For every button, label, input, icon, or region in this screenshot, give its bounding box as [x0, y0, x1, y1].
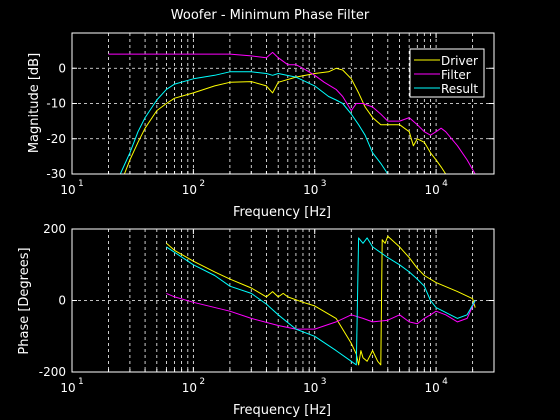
series-line-result [119, 71, 389, 175]
series-line-filter [108, 51, 476, 175]
legend-box [409, 48, 485, 98]
magnitude-title: Woofer - Minimum Phase Filter [171, 8, 370, 23]
legend-label-filter: Filter [441, 68, 471, 82]
y-tick-label: -30 [46, 167, 66, 181]
x-tick-label-exponent: 3 [321, 377, 327, 387]
x-tick-label: 10 [182, 381, 197, 395]
phase-y-axis-label: Phase [Degrees] [17, 247, 32, 354]
y-tick-label: 200 [43, 222, 66, 236]
magnitude-x-axis-label: Frequency [Hz] [233, 205, 331, 220]
x-tick-label-exponent: 1 [78, 179, 84, 189]
x-tick-label: 10 [424, 381, 439, 395]
x-tick-label-exponent: 4 [442, 377, 448, 387]
phase-series [166, 235, 476, 366]
y-tick-label: -10 [46, 97, 66, 111]
magnitude-series [108, 51, 476, 175]
magnitude-plot: Woofer - Minimum Phase Filter 10 1 10 2 10 3 1… [27, 8, 495, 220]
x-tick-label-exponent: 4 [442, 179, 448, 189]
series-line-driver [166, 235, 476, 366]
x-tick-label-exponent: 3 [321, 179, 327, 189]
phase-x-axis-label: Frequency [Hz] [233, 403, 331, 418]
x-tick-label: 10 [424, 183, 439, 197]
x-tick-label-exponent: 2 [199, 179, 205, 189]
magnitude-y-axis-label: Magnitude [dB] [27, 53, 42, 153]
y-tick-label: -200 [39, 365, 66, 379]
x-tick-label-exponent: 2 [199, 377, 205, 387]
phase-grid [72, 229, 494, 372]
magnitude-ticks: 10 1 10 2 10 3 10 4-30-20-100 [46, 33, 494, 197]
series-line-filter [166, 292, 476, 330]
y-tick-label: 0 [58, 294, 66, 308]
legend-label-driver: Driver [441, 54, 478, 68]
x-tick-label: 10 [182, 183, 197, 197]
y-tick-label: 0 [58, 61, 66, 75]
legend-label-result: Result [441, 82, 478, 96]
x-tick-label-exponent: 1 [78, 377, 84, 387]
legend: Driver Filter Result [409, 48, 485, 98]
y-tick-label: -20 [46, 132, 66, 146]
series-line-result [166, 237, 476, 366]
x-tick-label: 10 [60, 183, 75, 197]
x-tick-label: 10 [303, 381, 318, 395]
series-line-driver [123, 67, 447, 175]
x-tick-label: 10 [60, 381, 75, 395]
magnitude-grid [72, 33, 494, 174]
x-tick-label: 10 [303, 183, 318, 197]
